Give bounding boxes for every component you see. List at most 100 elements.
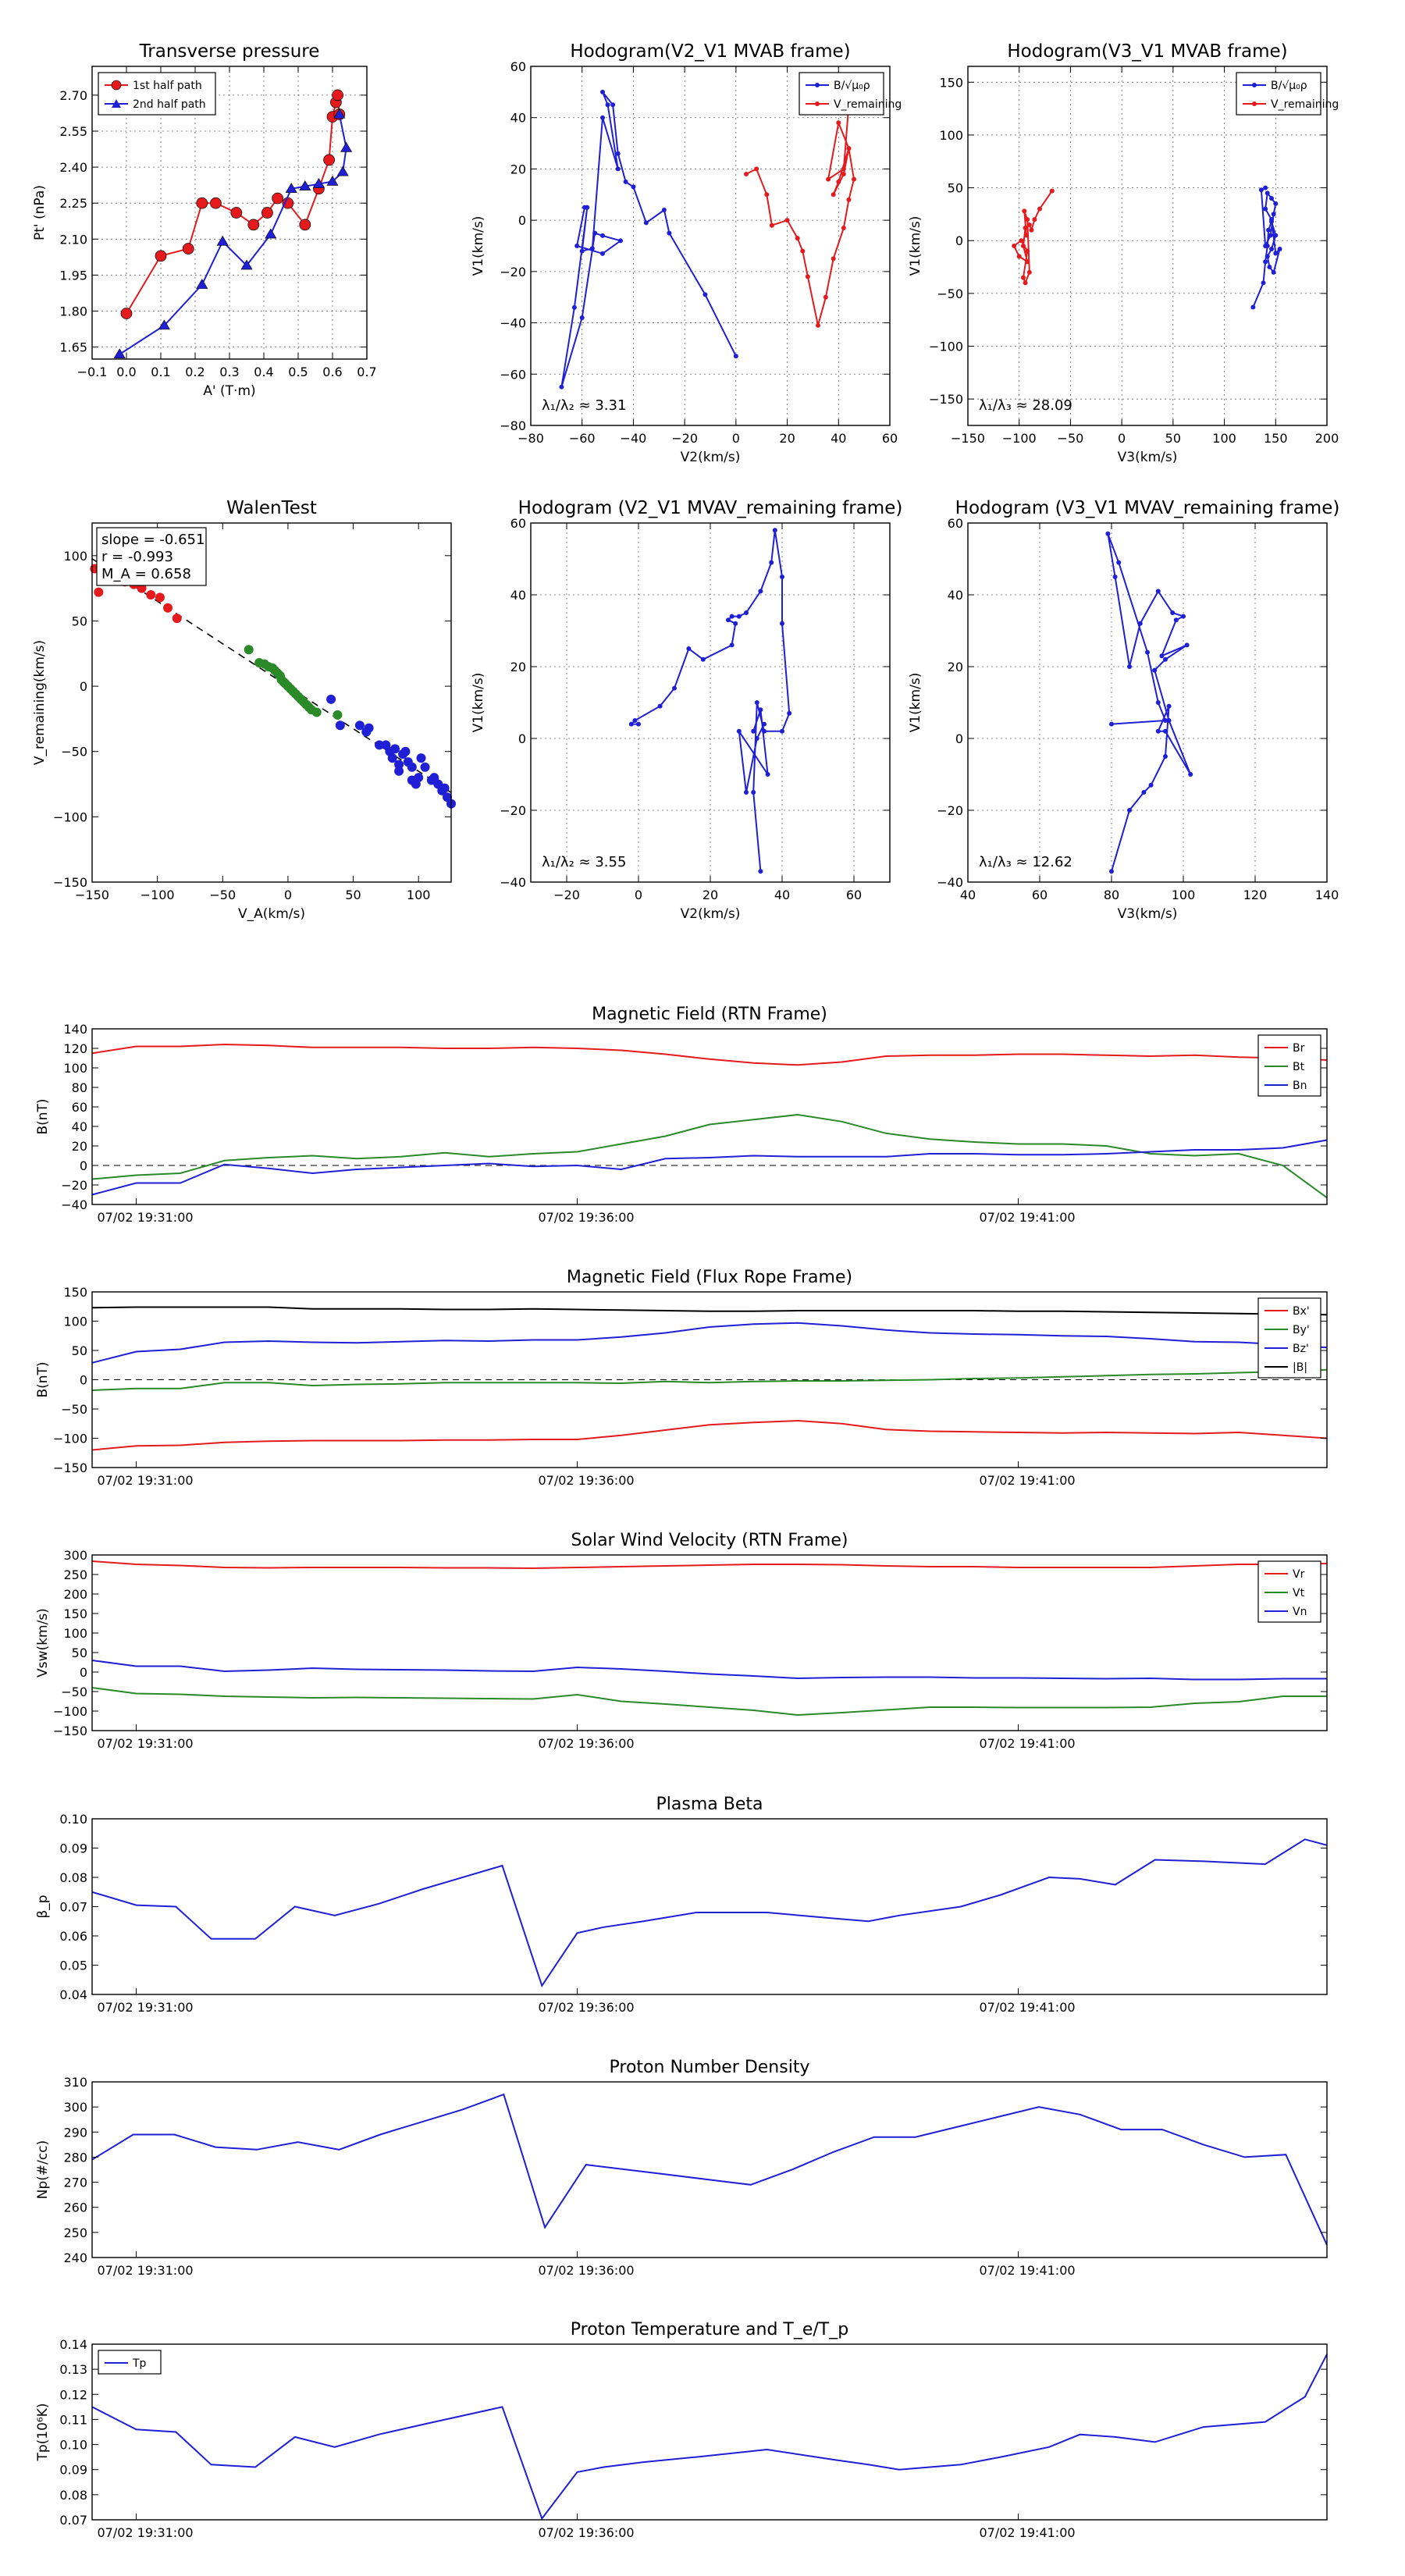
y-axis-label: V1(km/s)	[471, 673, 486, 733]
data-point	[1023, 226, 1028, 230]
series-line-path	[629, 530, 791, 872]
data-point	[407, 762, 417, 772]
y-tick-label: 0	[955, 233, 963, 248]
data-point	[836, 120, 841, 126]
data-point	[285, 183, 297, 193]
data-point	[800, 248, 806, 254]
x-tick-label: 0.4	[254, 365, 273, 379]
data-point	[736, 614, 742, 619]
legend-label: By'	[1293, 1324, 1310, 1336]
data-point	[1271, 212, 1276, 217]
x-tick-label: 0	[635, 888, 642, 902]
data-point	[94, 587, 104, 597]
y-tick-label: 280	[63, 2150, 87, 2165]
legend-box	[1236, 72, 1321, 116]
y-tick-label: 140	[63, 1022, 87, 1037]
data-point	[787, 710, 792, 716]
data-point	[831, 256, 836, 262]
data-point	[733, 354, 738, 359]
data-point	[335, 720, 345, 731]
data-point	[390, 744, 400, 754]
y-tick-label: −50	[61, 1685, 87, 1699]
data-point	[420, 762, 430, 772]
y-axis-label: Vsw(km/s)	[35, 1608, 51, 1678]
data-point	[1148, 782, 1154, 788]
series-line-Vn	[91, 1660, 1327, 1681]
data-point	[605, 102, 610, 108]
y-tick-label: 290	[63, 2125, 87, 2140]
data-point	[1020, 275, 1026, 280]
chart-panel-1: Hodogram(V2_V1 MVAB frame) −80 −60 −40 −20 0 2…	[471, 41, 902, 465]
data-point	[841, 172, 846, 176]
data-point	[1188, 772, 1193, 777]
y-tick-label: −100	[53, 1704, 87, 1719]
data-point	[336, 165, 349, 176]
y-tick-label: 1.95	[59, 268, 87, 283]
y-tick-label: 0	[80, 1373, 87, 1388]
series-line-Vt	[91, 1687, 1327, 1717]
y-tick-label: −20	[61, 1178, 87, 1193]
data-point	[643, 220, 649, 226]
y-tick-label: 150	[939, 75, 963, 90]
data-point	[323, 154, 335, 166]
data-point	[852, 176, 856, 182]
data-point	[120, 308, 133, 319]
y-axis-label: B(nT)	[35, 1361, 51, 1397]
plot-frame	[530, 66, 891, 426]
y-tick-label: 1.65	[59, 340, 87, 355]
y-tick-label: 20	[510, 660, 526, 674]
data-point	[155, 250, 167, 262]
series-line-Bz'	[91, 1322, 1328, 1364]
data-point	[836, 179, 841, 184]
y-tick-label: 2.55	[59, 124, 87, 139]
data-point	[1105, 531, 1111, 536]
chart-panel-4: Hodogram (V2_V1 MVAV_remaining frame) −40…	[471, 498, 902, 922]
plot-frame	[91, 1818, 1328, 1995]
data-point	[326, 694, 336, 704]
y-tick-label: 60	[510, 516, 526, 531]
chart-panel-9: Plasma Beta 0.04 0.05 0.06 0.07 0.08 0.09 0.10 0…	[35, 1795, 1328, 2015]
chart-title: Proton Temperature and T_e/T_p	[571, 2320, 848, 2339]
chart-panel-7: Magnetic Field (Flux Rope Frame) −150 −100…	[35, 1268, 1328, 1488]
x-tick-label: 150	[1264, 431, 1288, 446]
stats-line: slope = -0.651	[101, 532, 205, 548]
data-point	[272, 192, 283, 205]
data-point	[1159, 653, 1165, 659]
y-tick-label: 1.80	[59, 304, 87, 319]
data-point	[592, 230, 598, 236]
y-tick-label: 40	[510, 588, 526, 603]
data-point	[657, 703, 663, 709]
data-point	[754, 736, 759, 741]
data-point	[1166, 703, 1172, 709]
x-tick-label: 50	[1165, 431, 1181, 446]
data-point	[1025, 248, 1030, 254]
y-tick-label: −40	[500, 316, 526, 331]
x-tick-label: 0	[732, 431, 740, 446]
data-point	[636, 721, 641, 727]
x-tick-label: 07/02 19:41:00	[980, 1210, 1076, 1225]
data-point	[1032, 217, 1037, 222]
y-tick-label: −100	[53, 1432, 87, 1446]
legend-label: Br	[1293, 1042, 1305, 1055]
x-tick-label: 07/02 19:31:00	[98, 2000, 194, 2015]
x-tick-label: −20	[553, 888, 580, 902]
chart-title: Transverse pressure	[139, 41, 320, 62]
x-tick-label: 50	[345, 888, 361, 902]
data-point	[1016, 254, 1022, 259]
y-axis-label: V1(km/s)	[471, 216, 486, 276]
data-point	[623, 179, 628, 184]
chart-title: Magnetic Field (Flux Rope Frame)	[567, 1268, 852, 1287]
y-tick-label: 100	[63, 1626, 87, 1641]
y-tick-label: 300	[63, 1548, 87, 1563]
plot-frame	[967, 522, 1328, 883]
data-point	[240, 259, 253, 270]
data-point	[1023, 233, 1029, 238]
data-point	[780, 575, 784, 579]
data-point	[1037, 206, 1042, 212]
data-point	[439, 783, 450, 793]
series-line-Np	[91, 2093, 1328, 2246]
legend-marker	[1252, 101, 1257, 106]
data-point	[600, 251, 605, 256]
plot-frame	[91, 1028, 1328, 1205]
data-point	[769, 560, 774, 565]
